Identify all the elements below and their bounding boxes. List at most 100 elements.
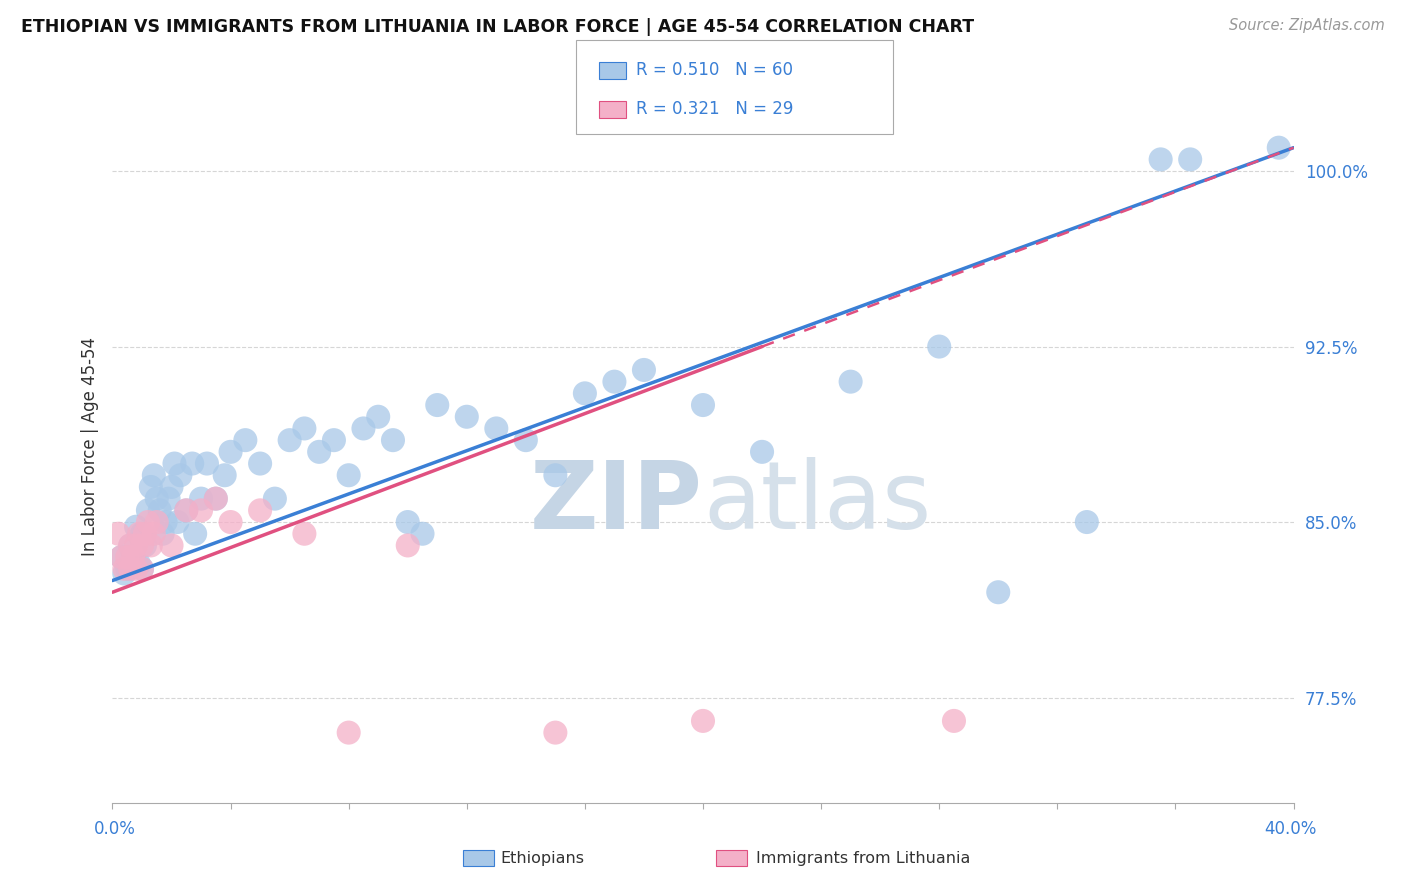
Point: [190, 491, 212, 506]
Point: [169, 468, 191, 483]
Point: [839, 375, 862, 389]
Point: [136, 503, 159, 517]
Text: R = 0.321   N = 29: R = 0.321 N = 29: [636, 100, 793, 118]
Point: [426, 398, 449, 412]
Point: [544, 468, 567, 483]
Point: [184, 526, 207, 541]
Point: [323, 433, 346, 447]
Point: [987, 585, 1010, 599]
Text: atlas: atlas: [703, 457, 931, 549]
Point: [146, 491, 169, 506]
Text: 40.0%: 40.0%: [1264, 820, 1317, 838]
Text: ETHIOPIAN VS IMMIGRANTS FROM LITHUANIA IN LABOR FORCE | AGE 45-54 CORRELATION CH: ETHIOPIAN VS IMMIGRANTS FROM LITHUANIA I…: [21, 18, 974, 36]
Point: [352, 421, 374, 435]
Point: [128, 557, 150, 571]
Point: [134, 538, 156, 552]
Point: [205, 491, 228, 506]
Point: [249, 503, 271, 517]
Point: [692, 714, 714, 728]
Point: [751, 445, 773, 459]
Point: [112, 562, 135, 576]
Point: [122, 550, 145, 565]
Point: [633, 363, 655, 377]
Point: [166, 515, 188, 529]
Point: [485, 421, 508, 435]
Point: [456, 409, 478, 424]
Point: [544, 725, 567, 739]
Point: [412, 526, 434, 541]
Point: [174, 503, 197, 517]
Text: ZIP: ZIP: [530, 457, 703, 549]
Point: [149, 503, 172, 517]
Point: [131, 538, 153, 552]
Point: [574, 386, 596, 401]
Point: [264, 491, 287, 506]
Point: [942, 714, 965, 728]
Y-axis label: In Labor Force | Age 45-54: In Labor Force | Age 45-54: [80, 336, 98, 556]
Point: [128, 526, 150, 541]
Point: [112, 566, 135, 581]
Point: [107, 526, 129, 541]
Point: [125, 519, 148, 533]
Point: [157, 491, 180, 506]
Point: [125, 538, 148, 552]
Point: [155, 515, 177, 529]
Point: [219, 515, 242, 529]
Point: [233, 433, 256, 447]
Point: [160, 480, 183, 494]
Point: [337, 725, 360, 739]
Point: [139, 480, 162, 494]
Point: [120, 562, 142, 576]
Point: [174, 503, 197, 517]
Point: [120, 538, 142, 552]
Point: [163, 457, 186, 471]
Point: [515, 433, 537, 447]
Point: [142, 526, 165, 541]
Point: [110, 550, 132, 565]
Point: [219, 445, 242, 459]
Text: Source: ZipAtlas.com: Source: ZipAtlas.com: [1229, 18, 1385, 33]
Point: [181, 457, 204, 471]
Point: [190, 503, 212, 517]
Point: [1076, 515, 1098, 529]
Point: [292, 526, 315, 541]
Point: [214, 468, 236, 483]
Text: 0.0%: 0.0%: [94, 820, 136, 838]
Point: [337, 468, 360, 483]
Point: [382, 433, 405, 447]
Point: [692, 398, 714, 412]
Point: [278, 433, 301, 447]
Point: [120, 538, 142, 552]
Point: [1150, 153, 1173, 167]
Point: [131, 562, 153, 576]
Point: [292, 421, 315, 435]
Point: [139, 538, 162, 552]
Point: [117, 562, 138, 576]
Point: [603, 375, 626, 389]
Point: [249, 457, 271, 471]
Text: Immigrants from Lithuania: Immigrants from Lithuania: [756, 851, 970, 865]
Point: [134, 526, 156, 541]
Point: [195, 457, 218, 471]
Text: Ethiopians: Ethiopians: [501, 851, 585, 865]
Text: R = 0.510   N = 60: R = 0.510 N = 60: [636, 62, 793, 79]
Point: [146, 515, 169, 529]
Point: [160, 538, 183, 552]
Point: [396, 515, 419, 529]
Point: [142, 468, 165, 483]
Point: [928, 340, 950, 354]
Point: [131, 562, 153, 576]
Point: [131, 526, 153, 541]
Point: [1268, 141, 1291, 155]
Point: [396, 538, 419, 552]
Point: [110, 550, 132, 565]
Point: [125, 562, 148, 576]
Point: [367, 409, 389, 424]
Point: [308, 445, 330, 459]
Point: [1180, 153, 1202, 167]
Point: [122, 550, 145, 565]
Point: [205, 491, 228, 506]
Point: [117, 550, 138, 565]
Point: [152, 526, 174, 541]
Point: [136, 515, 159, 529]
